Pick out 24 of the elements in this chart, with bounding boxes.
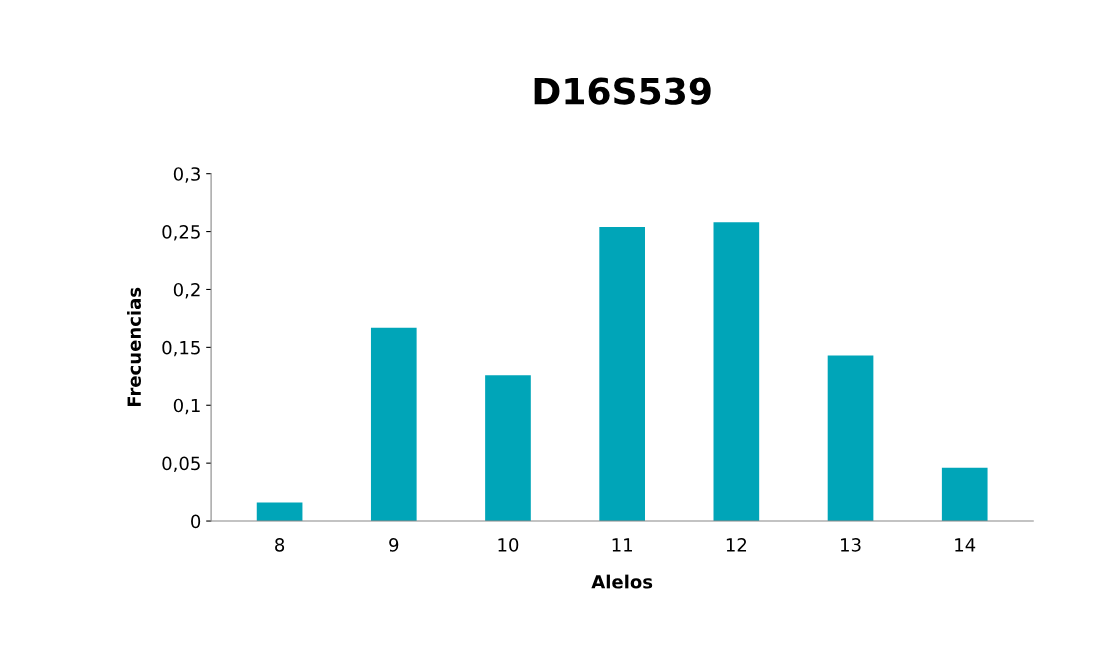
y-tick-label: 0,1 [173,398,200,415]
y-tick-label: 0 [191,514,201,529]
x-tick-label: 11 [612,538,632,552]
bar [713,222,760,522]
x-axis-title: Alelos [591,574,653,589]
bar [485,375,531,522]
chart-title: D16S539 [534,77,711,105]
x-tick-label: 13 [841,538,861,552]
y-tick-label: 0,2 [173,282,200,299]
bar [827,355,874,522]
x-tick-label: 12 [726,538,747,552]
x-tick-label: 9 [389,538,399,552]
y-axis-title: Frecuencias [127,287,141,407]
y-tick-label: 0,3 [173,167,200,183]
x-tick-label: 8 [275,538,285,552]
bar [941,467,988,522]
y-tick-label: 0,15 [162,340,200,357]
bar [599,226,645,522]
bar [370,327,417,522]
bar [256,502,303,522]
x-tick-label: 10 [498,538,519,552]
x-tick-label: 14 [955,538,976,552]
y-tick-label: 0,05 [162,456,200,473]
y-tick-label: 0,25 [162,225,200,241]
